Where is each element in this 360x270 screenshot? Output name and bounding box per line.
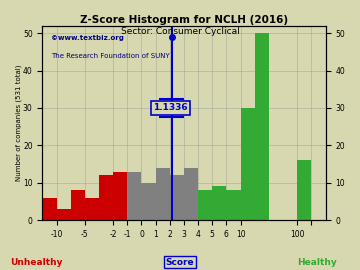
Bar [255, 33, 269, 220]
Text: Unhealthy: Unhealthy [10, 258, 62, 266]
Bar [184, 168, 198, 220]
Bar [99, 175, 113, 220]
Text: ©www.textbiz.org: ©www.textbiz.org [51, 35, 124, 42]
Bar [57, 209, 71, 220]
Bar [71, 190, 85, 220]
Bar [85, 198, 99, 220]
Bar [156, 168, 170, 220]
Bar [170, 175, 184, 220]
Bar [198, 190, 212, 220]
Text: Score: Score [166, 258, 194, 266]
Bar [28, 209, 42, 220]
Title: Z-Score Histogram for NCLH (2016): Z-Score Histogram for NCLH (2016) [80, 15, 288, 25]
Bar [212, 187, 226, 220]
Text: Sector: Consumer Cyclical: Sector: Consumer Cyclical [121, 27, 239, 36]
Bar [42, 198, 57, 220]
Text: Healthy: Healthy [297, 258, 337, 266]
Bar [113, 171, 127, 220]
Bar [127, 171, 141, 220]
Bar [240, 108, 255, 220]
Y-axis label: Number of companies (531 total): Number of companies (531 total) [15, 65, 22, 181]
Bar [297, 160, 311, 220]
Bar [0, 212, 14, 220]
Bar [14, 205, 28, 220]
Text: 1.1336: 1.1336 [153, 103, 188, 113]
Text: The Research Foundation of SUNY: The Research Foundation of SUNY [51, 53, 170, 59]
Bar [226, 190, 240, 220]
Bar [141, 183, 156, 220]
